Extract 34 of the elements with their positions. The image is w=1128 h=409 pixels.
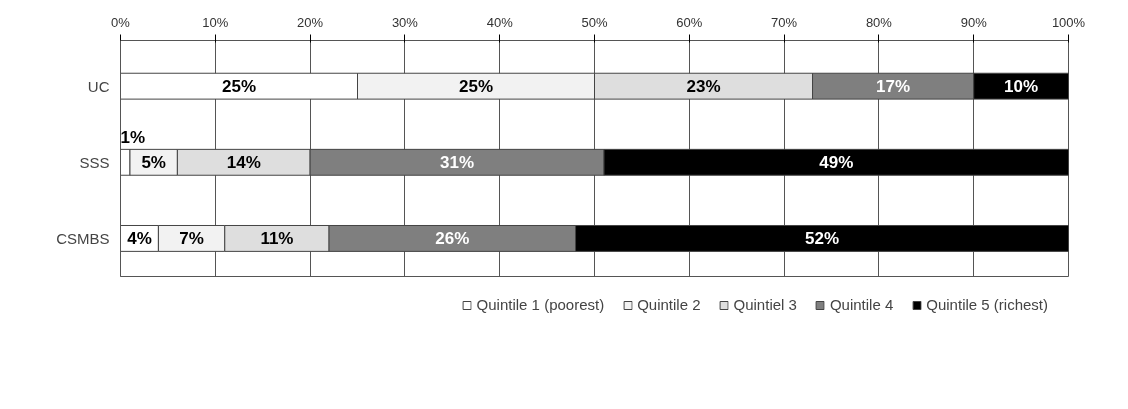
y-tick-label: UC: [87, 77, 110, 95]
data-label: 4%: [127, 228, 152, 248]
x-tick-label: 20%: [297, 14, 324, 30]
x-tick-label: 100%: [1051, 14, 1086, 30]
data-label: 5%: [141, 152, 166, 172]
legend-label: Quintile 5 (richest): [926, 296, 1048, 313]
legend-label: Quintiel 3: [733, 296, 797, 313]
y-tick-label: SSS: [79, 153, 110, 171]
x-tick-label: 30%: [391, 14, 419, 30]
data-label: 7%: [179, 228, 204, 248]
data-label: 52%: [805, 228, 840, 248]
data-label: 25%: [221, 76, 257, 96]
x-tick-label: 0%: [111, 14, 131, 30]
x-tick-label: 60%: [676, 14, 703, 30]
data-label: 1%: [120, 128, 146, 148]
legend-label: Quintile 2: [637, 296, 701, 313]
legend-label: Quintile 4: [829, 296, 894, 313]
x-tick-label: 90%: [960, 14, 988, 30]
x-tick-label: 40%: [486, 14, 514, 30]
x-tick-label: 10%: [202, 14, 229, 30]
y-tick-label: CSMBS: [56, 229, 110, 247]
data-label: 26%: [435, 228, 470, 248]
data-label: 10%: [1004, 76, 1039, 96]
x-tick-label: 70%: [771, 14, 798, 30]
data-label: 23%: [686, 76, 721, 96]
x-tick-label: 80%: [865, 14, 893, 30]
data-label: 14%: [226, 152, 261, 172]
data-label: 31%: [440, 152, 475, 172]
legend-label: Quintile 1 (poorest): [476, 296, 605, 313]
data-label: 17%: [876, 76, 911, 96]
x-tick-label: 50%: [581, 14, 608, 30]
data-label: 11%: [260, 228, 294, 248]
data-label: 25%: [458, 76, 494, 96]
data-label: 49%: [819, 152, 854, 172]
